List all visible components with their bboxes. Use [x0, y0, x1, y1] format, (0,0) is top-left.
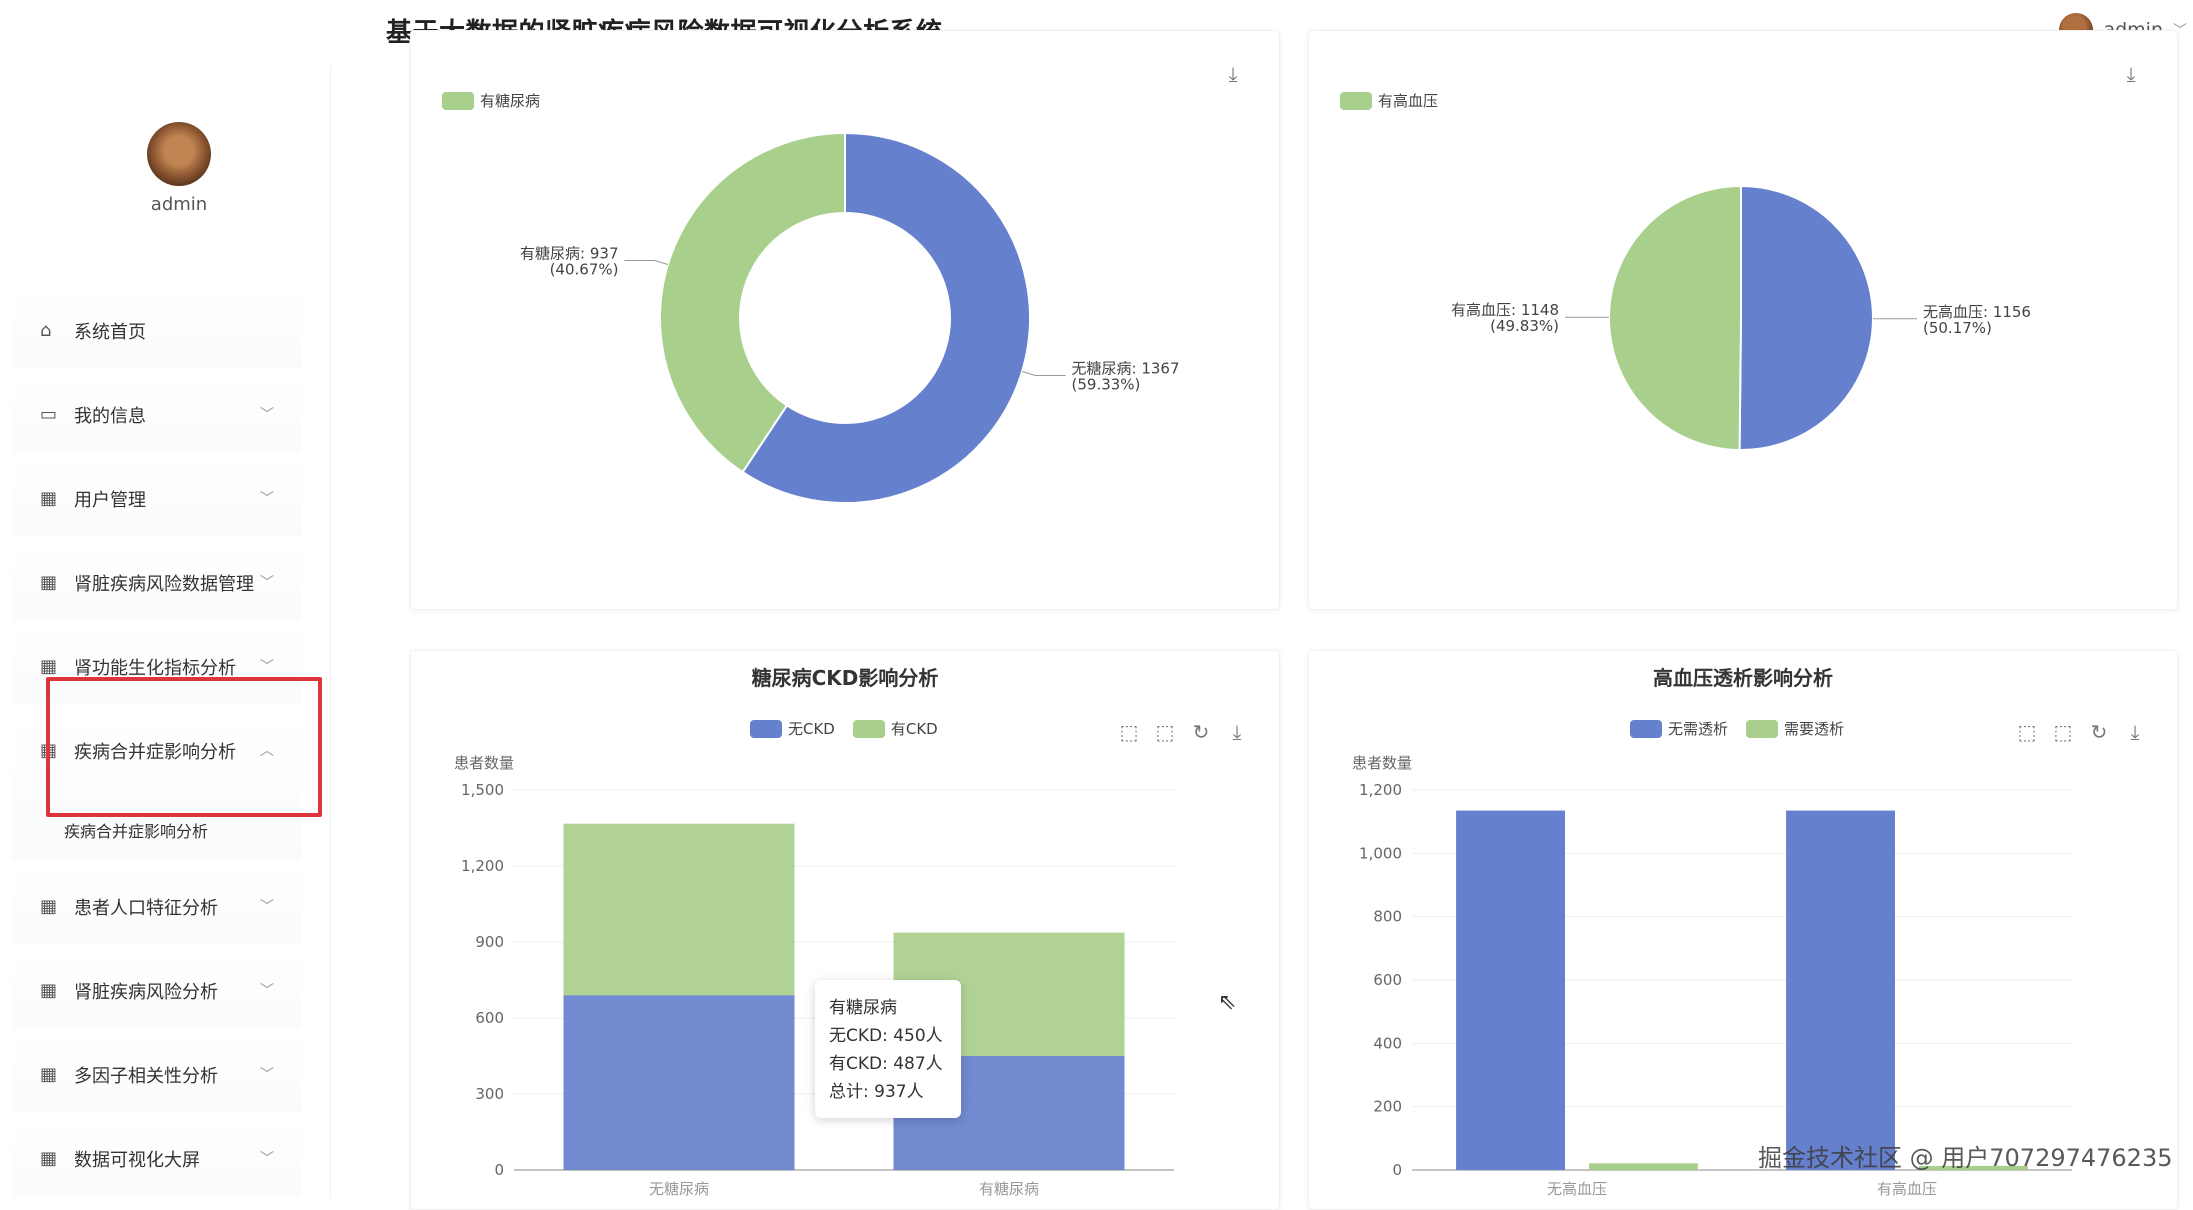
pie-label-percent: (49.83%) — [1490, 317, 1559, 335]
x-tick-label: 无高血压 — [1547, 1180, 1607, 1197]
pie-label-percent: (40.67%) — [550, 260, 619, 278]
chart-tooltip: 有糖尿病 无CKD: 450人 有CKD: 487人 总计: 937人 — [815, 980, 961, 1118]
y-tick-label: 1,500 — [461, 781, 504, 799]
y-tick-label: 900 — [475, 933, 504, 951]
tooltip-line: 总计: 937人 — [829, 1078, 947, 1106]
y-tick-label: 600 — [1373, 971, 1402, 989]
y-tick-label: 800 — [1373, 908, 1402, 926]
y-tick-label: 0 — [1392, 1161, 1402, 1179]
y-tick-label: 1,200 — [461, 857, 504, 875]
bar — [1589, 1163, 1698, 1170]
y-tick-label: 200 — [1373, 1098, 1402, 1116]
bar — [1786, 811, 1895, 1170]
mouse-cursor-icon: ⇖ — [1218, 990, 1236, 1015]
tooltip-line: 无CKD: 450人 — [829, 1022, 947, 1050]
tooltip-title: 有糖尿病 — [829, 994, 947, 1022]
pie-slice — [1609, 186, 1741, 450]
y-tick-label: 300 — [475, 1085, 504, 1103]
pie-label-percent: (50.17%) — [1923, 319, 1992, 337]
y-axis-title: 患者数量 — [1352, 754, 1412, 772]
bar — [564, 995, 795, 1170]
y-tick-label: 1,200 — [1359, 781, 1402, 799]
tooltip-line: 有CKD: 487人 — [829, 1050, 947, 1078]
y-tick-label: 1,000 — [1359, 844, 1402, 862]
pie-label-percent: (59.33%) — [1072, 376, 1141, 394]
y-tick-label: 600 — [475, 1009, 504, 1027]
pie-slice — [1740, 186, 1873, 450]
y-axis-title: 患者数量 — [454, 754, 514, 772]
pie-label-line — [1022, 371, 1065, 375]
bar — [564, 824, 795, 996]
x-tick-label: 无糖尿病 — [649, 1180, 709, 1197]
watermark: 掘金技术社区 @ 用户707297476235 — [1758, 1138, 2173, 1173]
pie-label-line — [624, 260, 667, 264]
y-tick-label: 0 — [494, 1161, 504, 1179]
bar — [1456, 811, 1565, 1170]
x-tick-label: 有高血压 — [1877, 1180, 1937, 1197]
y-tick-label: 400 — [1373, 1034, 1402, 1052]
x-tick-label: 有糖尿病 — [979, 1180, 1039, 1197]
